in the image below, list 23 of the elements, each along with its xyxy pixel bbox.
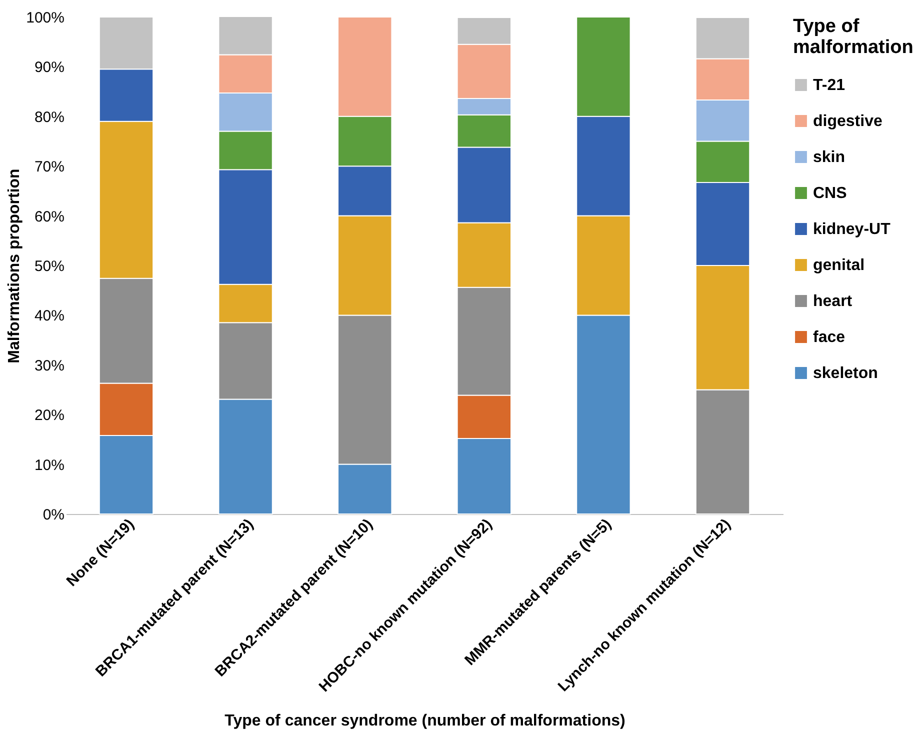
legend-label: genital — [813, 257, 865, 274]
legend-label: skeleton — [813, 365, 878, 382]
y-tick-label: 20% — [34, 407, 64, 424]
y-tick-label: 80% — [34, 108, 64, 126]
y-tick-label: 100% — [26, 10, 64, 26]
legend-label: CNS — [813, 185, 848, 202]
y-tick-label: 50% — [34, 258, 64, 275]
x-axis-title: Type of cancer syndrome (number of malformations) — [224, 712, 626, 730]
y-axis-title: Malformations proportion — [6, 168, 24, 364]
y-tick-label: 90% — [34, 59, 64, 76]
y-tick-label: 0% — [42, 506, 64, 524]
legend-label: digestive — [813, 113, 882, 130]
legend-label: heart — [813, 293, 853, 310]
legend-label: skin — [813, 149, 846, 166]
legend-label: T-21 — [813, 77, 846, 94]
y-tick-label: 60% — [34, 208, 64, 226]
legend-label: face — [813, 329, 846, 346]
legend-label: kidney-UT — [813, 221, 891, 238]
legend-title: Type of malformation — [793, 16, 914, 58]
y-tick-label: 30% — [34, 357, 64, 374]
y-tick-label: 10% — [34, 456, 64, 474]
y-tick-label: 70% — [34, 158, 64, 176]
y-tick-label: 40% — [34, 308, 64, 325]
